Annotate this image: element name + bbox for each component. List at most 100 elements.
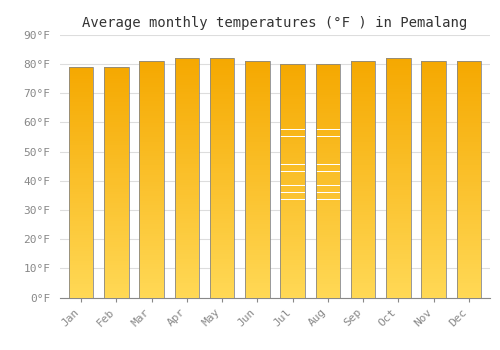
Bar	[69, 67, 94, 69]
Bar	[316, 104, 340, 106]
Bar	[210, 190, 234, 192]
Bar	[316, 251, 340, 253]
Bar	[174, 278, 199, 281]
Bar	[210, 166, 234, 168]
Bar	[104, 143, 128, 146]
Bar	[280, 288, 305, 290]
Bar	[386, 180, 410, 183]
Bar	[245, 106, 270, 108]
Bar	[245, 92, 270, 94]
Bar	[174, 245, 199, 247]
Bar	[351, 269, 376, 272]
Bar	[456, 134, 481, 137]
Bar	[422, 97, 446, 99]
Bar	[386, 206, 410, 209]
Bar	[456, 118, 481, 120]
Bar	[351, 127, 376, 130]
Bar	[386, 154, 410, 156]
Bar	[316, 290, 340, 293]
Bar	[280, 204, 305, 206]
Bar	[69, 85, 94, 88]
Bar	[422, 255, 446, 257]
Bar	[280, 160, 305, 162]
Bar	[245, 272, 270, 274]
Bar	[280, 88, 305, 90]
Bar	[456, 137, 481, 139]
Bar	[456, 224, 481, 227]
Bar	[422, 156, 446, 158]
Bar	[140, 130, 164, 132]
Bar	[280, 64, 305, 66]
Bar	[140, 75, 164, 78]
Bar	[174, 137, 199, 140]
Bar	[386, 223, 410, 226]
Bar	[245, 125, 270, 127]
Bar	[422, 153, 446, 156]
Bar	[386, 77, 410, 80]
Bar	[245, 293, 270, 295]
Bar	[280, 284, 305, 286]
Bar	[210, 123, 234, 125]
Bar	[104, 92, 128, 95]
Bar	[280, 90, 305, 92]
Bar	[351, 293, 376, 295]
Bar	[69, 104, 94, 106]
Bar	[245, 236, 270, 238]
Bar	[140, 177, 164, 179]
Bar	[280, 71, 305, 74]
Bar	[316, 158, 340, 160]
Bar	[280, 237, 305, 239]
Bar	[140, 172, 164, 175]
Bar	[140, 288, 164, 290]
Bar	[456, 217, 481, 219]
Bar	[245, 99, 270, 102]
Bar	[69, 141, 94, 143]
Bar	[456, 241, 481, 243]
Bar	[422, 189, 446, 191]
Bar	[69, 92, 94, 95]
Bar	[422, 111, 446, 113]
Bar	[280, 141, 305, 144]
Bar	[245, 156, 270, 158]
Bar	[386, 108, 410, 111]
Bar	[104, 150, 128, 152]
Bar	[210, 116, 234, 118]
Bar	[210, 135, 234, 137]
Bar	[69, 261, 94, 263]
Bar	[245, 116, 270, 118]
Bar	[245, 253, 270, 255]
Bar	[386, 70, 410, 73]
Bar	[210, 163, 234, 166]
Bar	[174, 77, 199, 80]
Bar	[280, 102, 305, 104]
Bar	[174, 156, 199, 159]
Bar	[245, 111, 270, 113]
Bar	[422, 68, 446, 71]
Bar	[104, 182, 128, 184]
Bar	[69, 120, 94, 122]
Bar	[456, 293, 481, 295]
Bar	[280, 155, 305, 158]
Bar	[245, 267, 270, 269]
Bar	[422, 90, 446, 92]
Bar	[351, 175, 376, 177]
Bar	[386, 142, 410, 145]
Bar	[245, 231, 270, 234]
Bar	[104, 139, 128, 141]
Bar	[386, 295, 410, 298]
Bar	[456, 257, 481, 260]
Bar	[280, 197, 305, 199]
Bar	[386, 245, 410, 247]
Bar	[245, 234, 270, 236]
Bar	[280, 230, 305, 232]
Bar	[422, 170, 446, 172]
Bar	[422, 272, 446, 274]
Bar	[104, 141, 128, 143]
Bar	[316, 276, 340, 279]
Bar	[386, 209, 410, 211]
Bar	[210, 70, 234, 73]
Bar	[386, 123, 410, 125]
Bar	[456, 191, 481, 194]
Bar	[386, 168, 410, 171]
Bar	[140, 61, 164, 298]
